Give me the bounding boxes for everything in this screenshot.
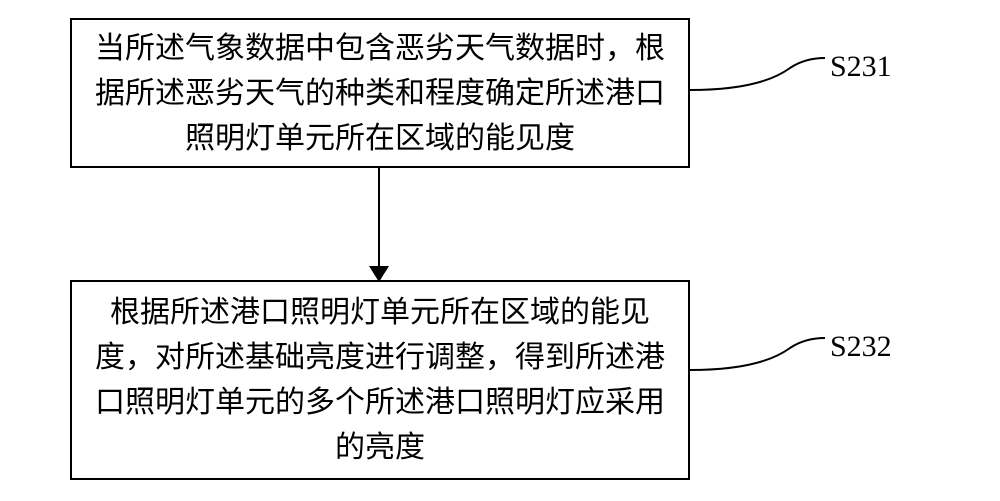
flowchart-node-1-text: 当所述气象数据中包含恶劣天气数据时，根据所述恶劣天气的种类和程度确定所述港口照明…: [72, 16, 688, 171]
flowchart-node-2: 根据所述港口照明灯单元所在区域的能见度，对所述基础亮度进行调整，得到所述港口照明…: [70, 280, 690, 480]
flowchart-label-1: S231: [830, 50, 892, 84]
flowchart-container: 当所述气象数据中包含恶劣天气数据时，根据所述恶劣天气的种类和程度确定所述港口照明…: [0, 0, 1000, 501]
flowchart-label-2: S232: [830, 330, 892, 364]
connector-curve-2: [690, 320, 830, 380]
flowchart-edge-1: [378, 168, 380, 268]
connector-curve-1: [690, 40, 830, 100]
flowchart-node-2-text: 根据所述港口照明灯单元所在区域的能见度，对所述基础亮度进行调整，得到所述港口照明…: [72, 280, 688, 480]
flowchart-node-1: 当所述气象数据中包含恶劣天气数据时，根据所述恶劣天气的种类和程度确定所述港口照明…: [70, 18, 690, 168]
